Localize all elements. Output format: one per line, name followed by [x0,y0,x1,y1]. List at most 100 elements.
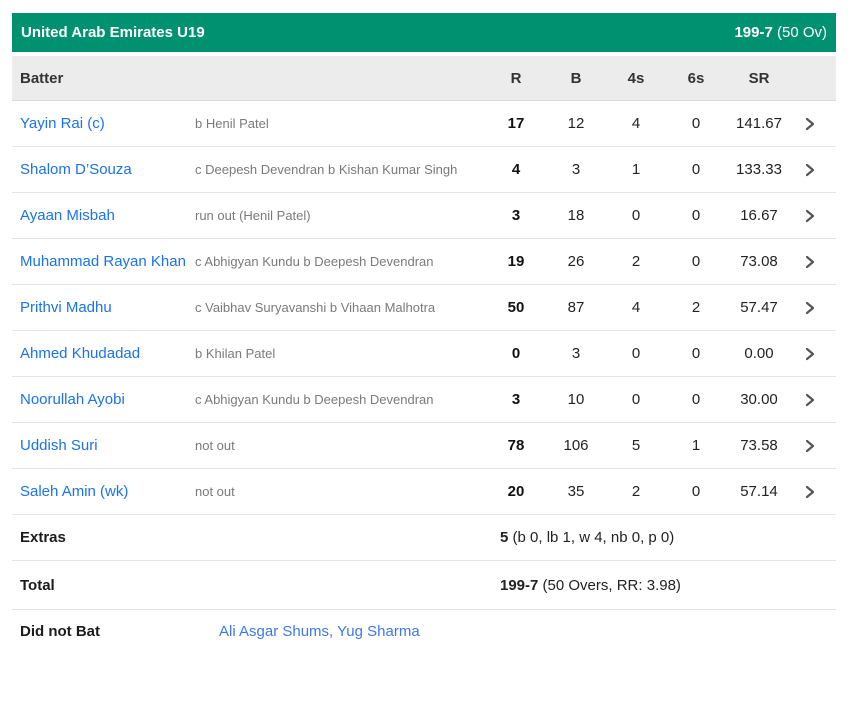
column-batter: Batter [20,69,64,87]
batter-row[interactable]: Prithvi Madhu c Vaibhav Suryavanshi b Vih… [12,285,836,331]
chevron-right-icon[interactable] [792,163,828,177]
batting-scorecard: United Arab Emirates U19 199-7 (50 Ov) B… [12,13,836,652]
chevron-right-icon[interactable] [792,347,828,361]
batter-name-link[interactable]: Noorullah Ayobi [20,390,125,408]
column-sixes: 6s [687,69,705,87]
did-not-bat-row: Did not Bat Ali Asgar Shums, Yug Sharma [12,610,836,652]
extras-row: Extras 5 (b 0, lb 1, w 4, nb 0, p 0) [12,515,836,561]
total-value: 199-7 (50 Overs, RR: 3.98) [486,577,681,594]
runs-value: 3 [511,391,521,408]
dismissal-text: b Khilan Patel [195,345,276,361]
fours-value: 1 [631,161,641,178]
batter-row[interactable]: Shalom D’Souza c Deepesh Devendran b Kish… [12,147,836,193]
batter-name-link[interactable]: Uddish Suri [20,436,98,454]
fours-value: 2 [631,253,641,270]
column-fours: 4s [627,69,645,87]
fours-value: 0 [631,345,641,362]
batter-name-link[interactable]: Prithvi Madhu [20,298,112,316]
strike-rate-value: 73.58 [740,437,778,454]
extras-breakdown: (b 0, lb 1, w 4, nb 0, p 0) [508,529,675,546]
batter-name-link[interactable]: Muhammad Rayan Khan [20,252,186,270]
strike-rate-value: 0.00 [744,345,774,362]
did-not-bat-players[interactable]: Ali Asgar Shums, Yug Sharma [219,622,420,640]
column-header-row: Batter R B 4s 6s SR [12,56,836,101]
column-strike-rate: SR [748,69,770,87]
total-score: 199-7 [500,576,539,594]
chevron-right-icon[interactable] [792,209,828,223]
balls-value: 35 [567,483,585,500]
extras-value: 5 (b 0, lb 1, w 4, nb 0, p 0) [486,529,674,546]
balls-value: 10 [567,391,585,408]
innings-score-overs: (50 Ov) [776,24,827,41]
batter-row[interactable]: Ahmed Khudadad b Khilan Patel 0 3 0 0 0.00 [12,331,836,377]
dismissal-text: run out (Henil Patel) [195,207,311,223]
fours-value: 5 [631,437,641,454]
balls-value: 3 [571,345,581,362]
sixes-value: 0 [691,207,701,224]
strike-rate-value: 57.14 [740,483,778,500]
chevron-right-icon[interactable] [792,439,828,453]
batter-row[interactable]: Ayaan Misbah run out (Henil Patel) 3 18 0 0 16… [12,193,836,239]
balls-value: 12 [567,115,585,132]
batter-name-link[interactable]: Yayin Rai (c) [20,114,105,132]
sixes-value: 2 [691,299,701,316]
chevron-right-icon[interactable] [792,485,828,499]
innings-score: 199-7 (50 Ov) [734,24,827,41]
column-balls: B [570,69,582,87]
batter-rows: Yayin Rai (c) b Henil Patel 17 12 4 0 141.67 Sh… [12,101,836,515]
innings-header: United Arab Emirates U19 199-7 (50 Ov) [12,13,836,52]
strike-rate-value: 133.33 [736,161,782,178]
column-runs: R [510,69,522,87]
batter-row[interactable]: Yayin Rai (c) b Henil Patel 17 12 4 0 141.67 [12,101,836,147]
did-not-bat-label: Did not Bat [20,622,100,640]
runs-value: 3 [511,207,521,224]
dismissal-text: b Henil Patel [195,115,269,131]
balls-value: 26 [567,253,585,270]
runs-value: 78 [507,437,525,454]
runs-value: 20 [507,483,525,500]
sixes-value: 0 [691,483,701,500]
chevron-right-icon[interactable] [792,301,828,315]
fours-value: 4 [631,299,641,316]
runs-value: 17 [507,115,525,132]
runs-value: 50 [507,299,525,316]
sixes-value: 0 [691,161,701,178]
runs-value: 4 [511,161,521,178]
dismissal-text: c Deepesh Devendran b Kishan Kumar Singh [195,161,458,177]
runs-value: 19 [507,253,525,270]
batter-row[interactable]: Saleh Amin (wk) not out 20 35 2 0 57.14 [12,469,836,515]
batter-name-link[interactable]: Ahmed Khudadad [20,344,141,362]
dismissal-text: c Vaibhav Suryavanshi b Vihaan Malhotra [195,299,436,315]
chevron-right-icon[interactable] [792,393,828,407]
team-name: United Arab Emirates U19 [21,24,205,41]
extras-total: 5 [500,529,509,546]
batter-row[interactable]: Noorullah Ayobi c Abhigyan Kundu b Deepes… [12,377,836,423]
batter-name-link[interactable]: Shalom D’Souza [20,160,132,178]
fours-value: 2 [631,483,641,500]
dismissal-text: not out [195,483,235,499]
balls-value: 3 [571,161,581,178]
total-detail: (50 Overs, RR: 3.98) [538,576,681,594]
fours-value: 4 [631,115,641,132]
batter-row[interactable]: Muhammad Rayan Khan c Abhigyan Kundu b De… [12,239,836,285]
sixes-value: 1 [691,437,701,454]
dismissal-text: not out [195,437,235,453]
balls-value: 106 [563,437,589,454]
chevron-right-icon[interactable] [792,255,828,269]
strike-rate-value: 57.47 [740,299,778,316]
strike-rate-value: 30.00 [740,391,778,408]
extras-label: Extras [20,529,66,546]
strike-rate-value: 141.67 [736,115,782,132]
batter-row[interactable]: Uddish Suri not out 78 106 5 1 73.58 [12,423,836,469]
fours-value: 0 [631,207,641,224]
runs-value: 0 [511,345,521,362]
batter-name-link[interactable]: Ayaan Misbah [20,206,115,224]
chevron-right-icon[interactable] [792,117,828,131]
strike-rate-value: 73.08 [740,253,778,270]
balls-value: 18 [567,207,585,224]
total-row: Total 199-7 (50 Overs, RR: 3.98) [12,561,836,610]
balls-value: 87 [567,299,585,316]
dismissal-text: c Abhigyan Kundu b Deepesh Devendran [195,253,434,269]
batter-name-link[interactable]: Saleh Amin (wk) [20,482,129,500]
sixes-value: 0 [691,115,701,132]
